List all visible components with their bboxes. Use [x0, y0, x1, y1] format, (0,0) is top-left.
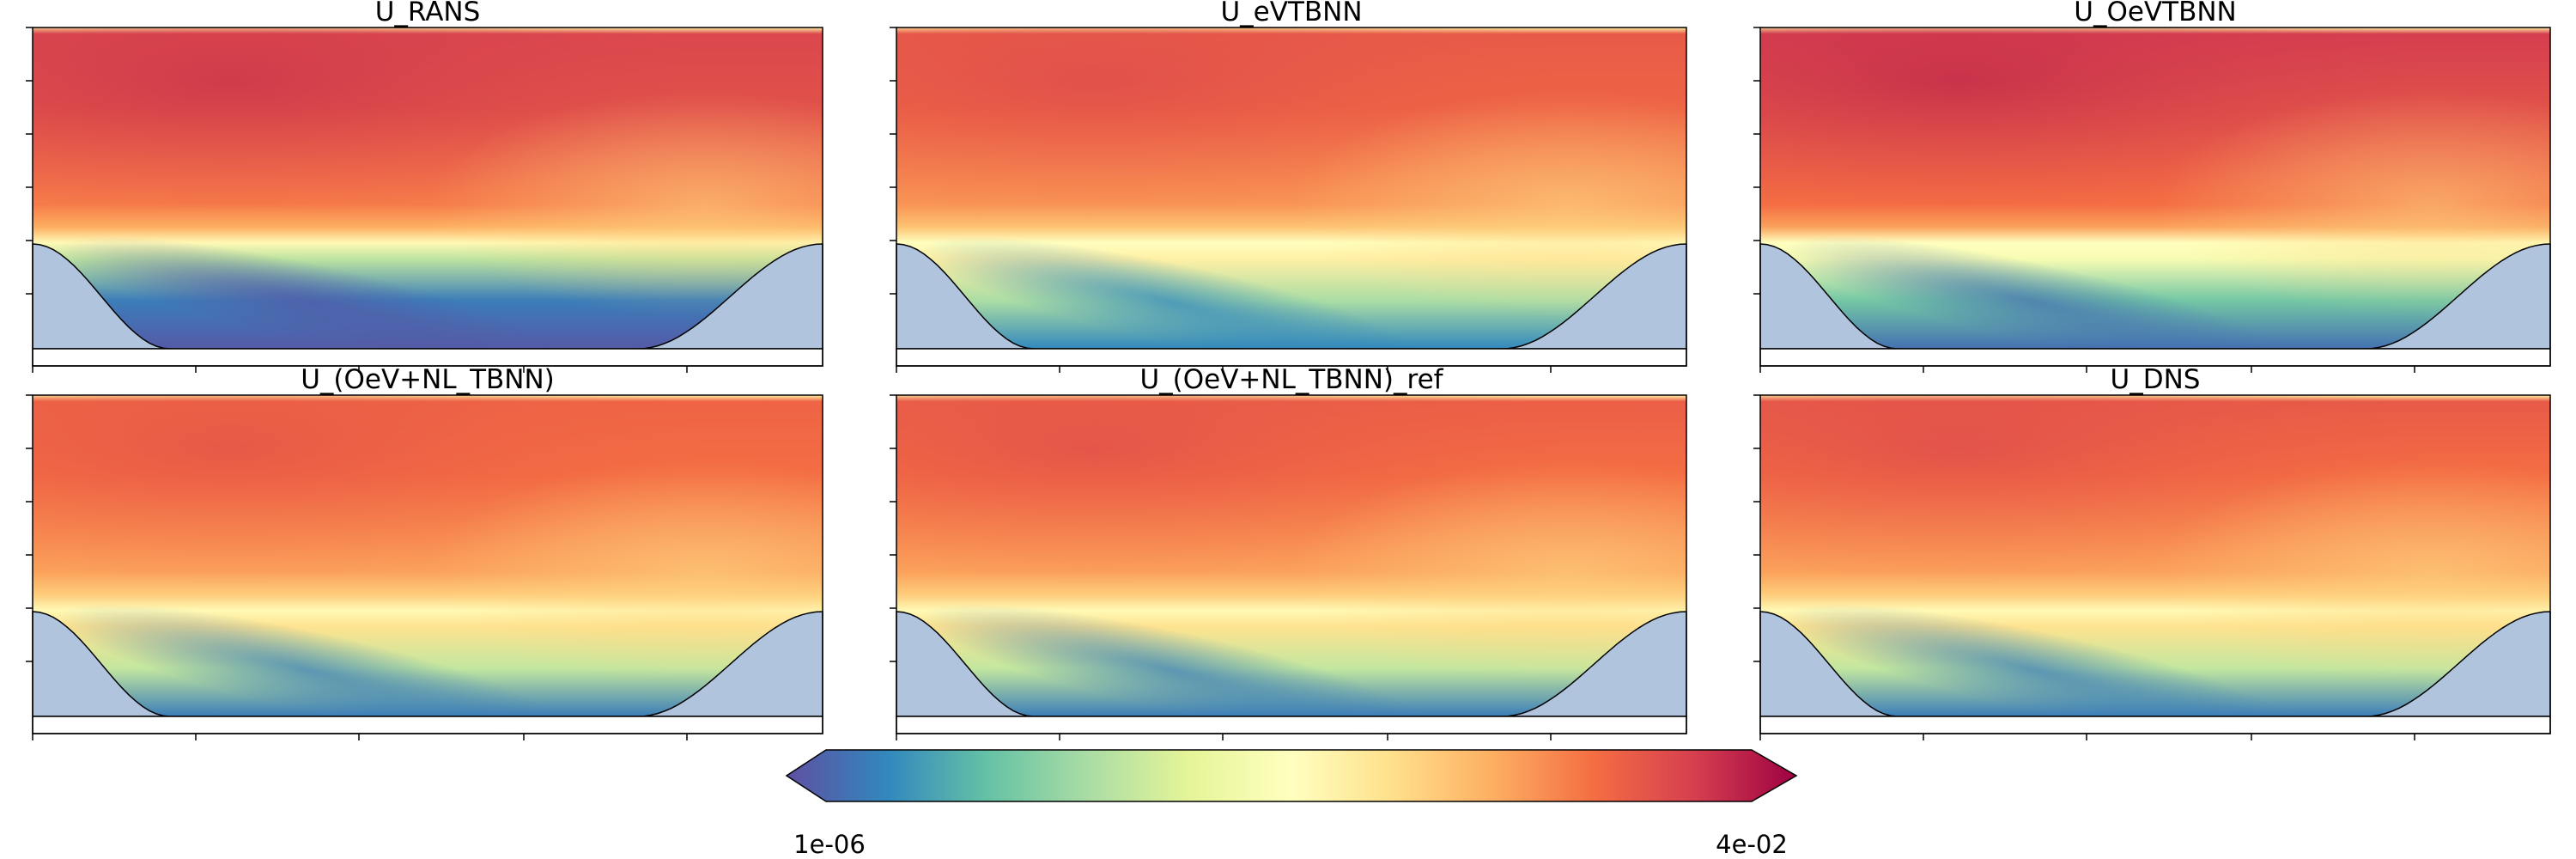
velocity-field: [896, 27, 1686, 369]
bottom-strip: [1759, 348, 2551, 367]
recirculation-band: [1783, 604, 2287, 736]
colorbar-min-label: 1e-06: [793, 830, 866, 859]
recirculation-band: [55, 604, 560, 736]
axis-ticks: [26, 394, 688, 740]
bottom-strip: [1759, 716, 2551, 734]
axis-ticks: [26, 27, 688, 373]
panel-u-oev-nl-tbnn: U_(OeV+NL_TBNN): [26, 364, 823, 740]
panel-frame: [1759, 27, 2551, 367]
panel-u-evtbnn: U_eVTBNN: [890, 0, 1687, 373]
panel-title: U_RANS: [375, 0, 481, 27]
velocity-field: [33, 395, 823, 736]
panel-frame: [32, 394, 823, 734]
bottom-strip: [32, 716, 823, 734]
bottom-strip: [32, 348, 823, 367]
colorbar-max-label: 4e-02: [1716, 830, 1788, 859]
panel-frame: [896, 394, 1687, 734]
panel-title: U_(OeV+NL_TBNN): [301, 364, 555, 395]
velocity-field: [1760, 395, 2550, 736]
panel-title: U_eVTBNN: [1220, 0, 1362, 27]
recirculation-band: [919, 236, 1424, 369]
bottom-strip: [896, 348, 1687, 367]
velocity-field: [1760, 27, 2550, 369]
panel-u-rans: U_RANS: [26, 0, 823, 373]
velocity-field: [33, 27, 823, 369]
panel-frame: [32, 27, 823, 367]
colorbar: 1e-06 4e-02: [785, 749, 1798, 859]
recirculation-band: [919, 604, 1424, 736]
axis-ticks: [890, 27, 1552, 373]
axis-ticks: [890, 394, 1552, 740]
panel-frame: [896, 27, 1687, 367]
recirculation-band: [55, 236, 560, 369]
velocity-field: [896, 395, 1686, 736]
axis-ticks: [1753, 27, 2415, 373]
bottom-strip: [896, 716, 1687, 734]
panel-title: U_(OeV+NL_TBNN)_ref: [1139, 364, 1443, 395]
panel-title: U_DNS: [2111, 364, 2201, 395]
panel-u-dns: U_DNS: [1753, 364, 2551, 740]
recirculation-band: [1783, 236, 2287, 369]
panel-title: U_OeVTBNN: [2074, 0, 2236, 27]
colorbar-gradient: [785, 749, 1798, 802]
panel-u-oevtbnn: U_OeVTBNN: [1753, 0, 2551, 373]
panel-u-oev-nl-tbnn-ref: U_(OeV+NL_TBNN)_ref: [890, 364, 1687, 740]
panel-frame: [1759, 394, 2551, 734]
axis-ticks: [1753, 394, 2415, 740]
